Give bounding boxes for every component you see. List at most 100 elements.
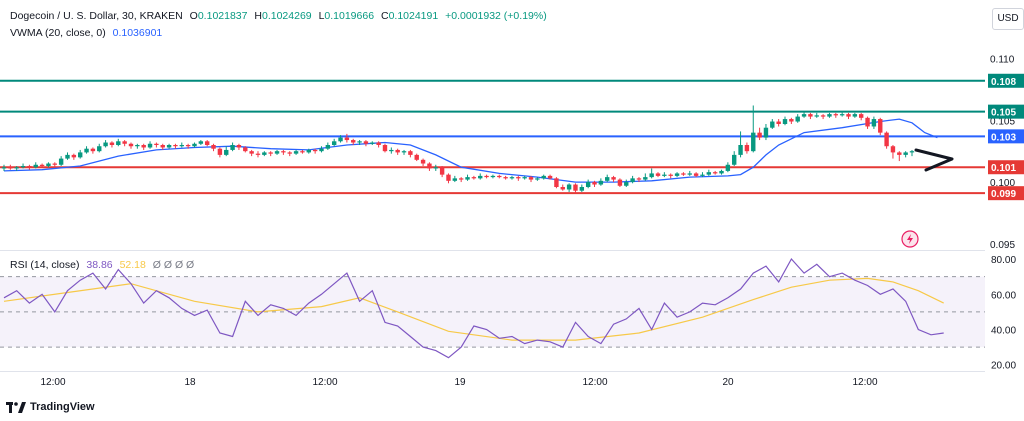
candle-65	[414, 153, 419, 162]
candle-71	[452, 175, 458, 183]
candle-16	[103, 140, 108, 148]
level-tag-0	[988, 73, 1024, 88]
candle-76	[484, 174, 489, 179]
candle-48	[306, 148, 311, 154]
candle-90	[573, 183, 578, 194]
candle-83	[528, 175, 534, 183]
candle-79	[503, 175, 508, 180]
candle-38	[243, 146, 248, 153]
time-tick-3: 19	[454, 377, 466, 388]
candle-67	[427, 162, 432, 171]
candle-80	[509, 175, 515, 180]
candle-131	[833, 112, 839, 118]
candle-12	[77, 149, 83, 159]
rsi-lines	[3, 257, 944, 359]
open-value: 0.1021837	[197, 10, 248, 22]
candle-52	[331, 138, 337, 147]
candle-25	[160, 143, 165, 150]
lightning-icon[interactable]	[901, 230, 919, 248]
candle-99	[630, 175, 635, 184]
candle-77	[490, 174, 496, 179]
close-value: 0.1024191	[388, 10, 439, 22]
candle-129	[820, 114, 826, 120]
candle-62	[395, 148, 400, 155]
candle-138	[878, 117, 883, 136]
level-tag-label-0: 0.108	[991, 77, 1016, 88]
level-lines	[0, 79, 985, 195]
rsi-label[interactable]: RSI (14, close)	[10, 259, 80, 271]
time-tick-5: 20	[722, 377, 734, 388]
rsi-extra-values: Ø Ø Ø Ø	[152, 259, 195, 271]
candle-6	[39, 163, 45, 168]
candle-126	[801, 111, 807, 118]
level-tags: 0.108 0.105 0.103 0.101 0.099	[988, 73, 1024, 201]
symbol-legend: Dogecoin / U. S. Dollar, 30, KRAKEN O0.1…	[10, 10, 551, 22]
level-tag-label-1: 0.105	[991, 108, 1016, 119]
candle-142	[903, 151, 908, 158]
candle-123	[782, 116, 788, 126]
candle-141	[897, 151, 902, 162]
candle-72	[458, 177, 464, 183]
candle-128	[814, 112, 819, 118]
candle-0	[1, 164, 7, 171]
pane-separator[interactable]	[0, 250, 985, 251]
rsi-path	[3, 257, 944, 359]
level-tag-2	[988, 129, 1024, 144]
candle-69	[439, 166, 445, 178]
candle-47	[300, 149, 305, 154]
vwma-path	[3, 118, 938, 183]
candle-7	[46, 162, 51, 168]
tradingview-brand[interactable]: TradingView	[6, 401, 95, 413]
candle-32	[204, 140, 210, 147]
candle-75	[478, 173, 483, 180]
candle-136	[865, 116, 870, 129]
candle-26	[166, 143, 172, 149]
candle-30	[192, 142, 197, 148]
candle-109	[693, 172, 699, 178]
open-label: O	[189, 10, 198, 22]
candle-15	[97, 143, 102, 153]
candle-112	[712, 170, 718, 175]
vwma-legend: VWMA (20, close, 0) 0.1036901	[10, 27, 166, 39]
symbol-title[interactable]: Dogecoin / U. S. Dollar, 30, KRAKEN	[10, 10, 183, 22]
candle-95	[605, 174, 610, 183]
candle-115	[732, 151, 737, 166]
vwma-label[interactable]: VWMA (20, close, 0)	[10, 27, 106, 39]
time-tick-0: 12:00	[40, 377, 65, 388]
candle-45	[287, 151, 292, 157]
candle-1	[8, 164, 13, 170]
price-tick-0: 0.110	[990, 55, 1015, 66]
rsi-tick-2: 40.00	[991, 325, 1016, 336]
rsi-value: 38.86	[86, 259, 113, 271]
candle-98	[624, 179, 629, 187]
candle-74	[471, 175, 477, 180]
time-tick-6: 12:00	[852, 377, 877, 388]
candle-113	[719, 169, 724, 175]
candle-86	[547, 174, 553, 180]
candle-31	[198, 140, 204, 145]
candle-40	[255, 151, 261, 158]
price-tick-1: 0.105	[990, 116, 1015, 127]
high-label: H	[254, 10, 262, 22]
candle-33	[211, 143, 216, 152]
rsi-ma-value: 52.18	[119, 259, 146, 271]
candle-117	[744, 142, 750, 154]
candle-66	[420, 158, 426, 166]
candle-60	[382, 143, 388, 153]
brand-name: TradingView	[30, 401, 95, 413]
candle-82	[522, 175, 527, 180]
candle-87	[554, 177, 559, 189]
candle-114	[725, 162, 731, 173]
candle-64	[408, 149, 413, 158]
candle-35	[224, 146, 229, 157]
time-axis-top	[0, 371, 985, 372]
candle-3	[20, 163, 26, 169]
currency-button[interactable]: USD	[992, 8, 1024, 30]
candle-94	[598, 178, 604, 186]
rsi-band	[0, 276, 985, 348]
candle-81	[516, 175, 521, 181]
time-tick-4: 12:00	[582, 377, 607, 388]
candle-21	[135, 143, 140, 149]
candle-96	[611, 175, 616, 183]
